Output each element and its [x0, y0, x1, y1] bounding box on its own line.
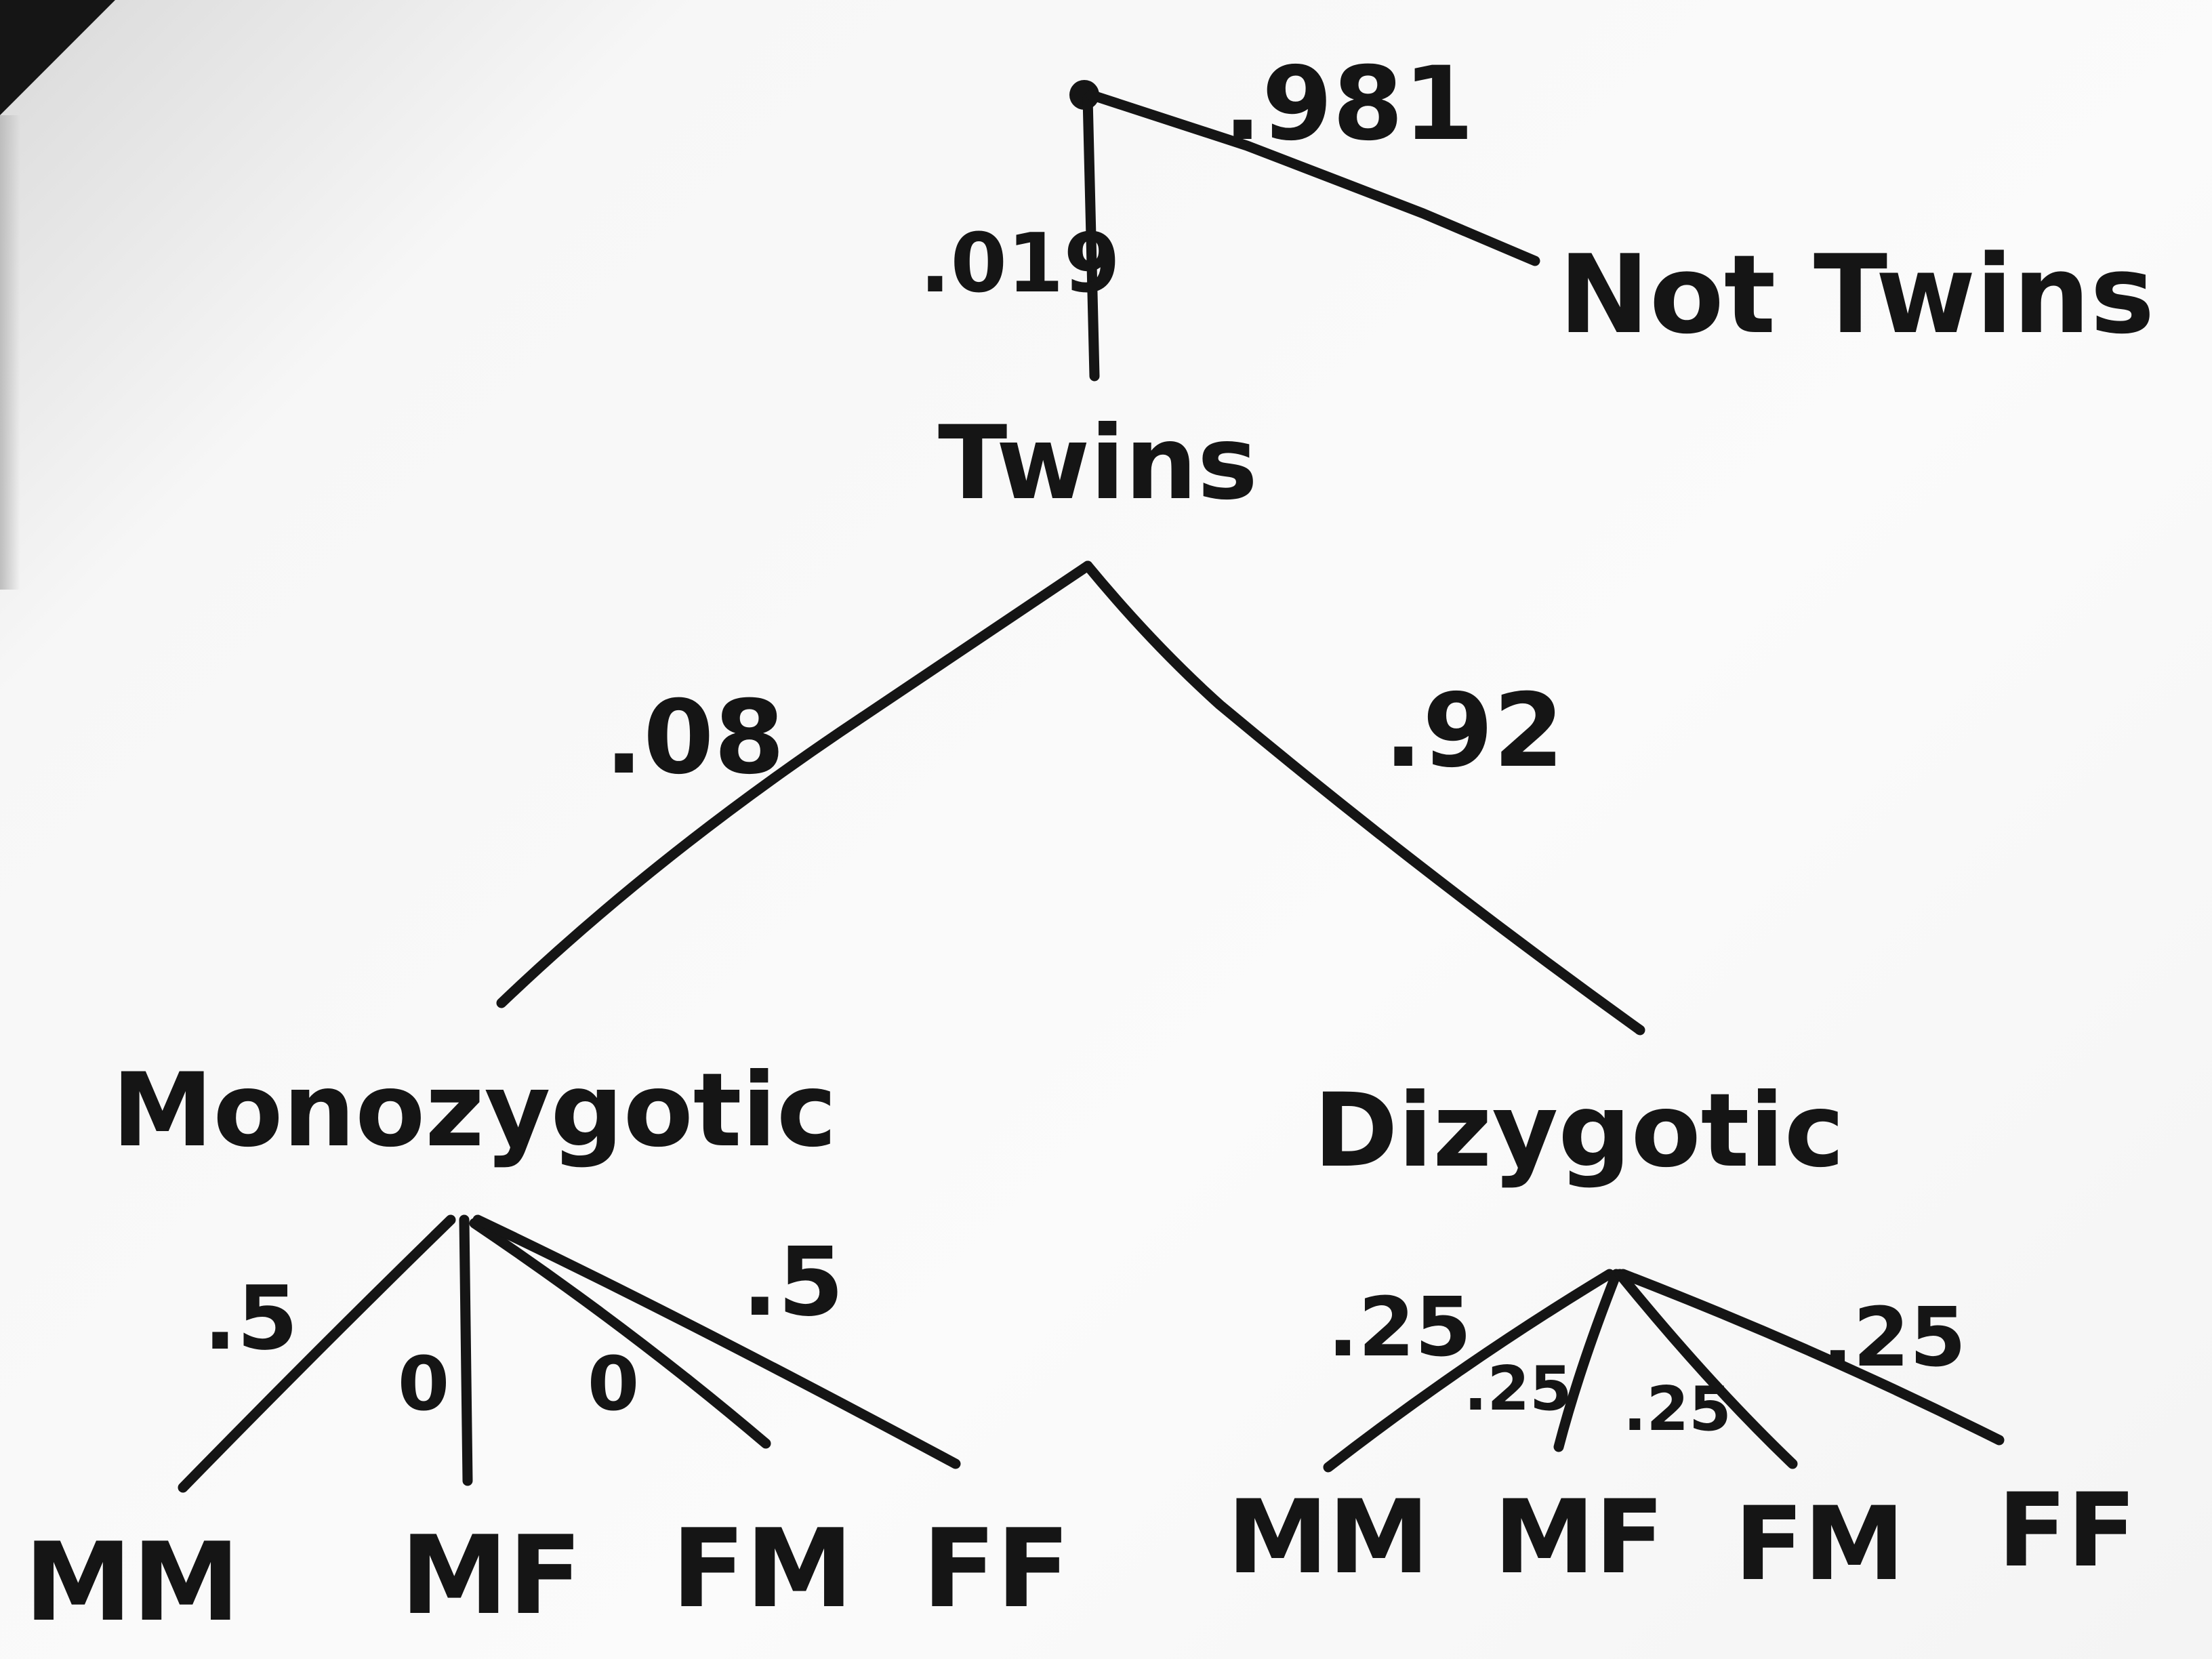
node-label-dizygotic: Dizygotic: [1313, 1072, 1844, 1190]
edge-di-mf: [1553, 1269, 1622, 1452]
edge-di-fm: [1614, 1269, 1798, 1469]
edge-mono-mm: [178, 1214, 456, 1493]
prob-mono-mm: .5: [203, 1267, 298, 1370]
leaf-di-fm: FM: [1734, 1486, 1905, 1603]
leaf-mono-mm: MM: [24, 1519, 240, 1645]
node-label-monozygotic: Monozygotic: [112, 1052, 837, 1170]
node-label-twins: Twins: [938, 405, 1258, 523]
photo-corner-shadow: [0, 0, 115, 115]
edge-root-twins: [1082, 93, 1100, 382]
leaf-mono-mf: MF: [401, 1512, 583, 1639]
prob-di-fm: .25: [1623, 1374, 1731, 1445]
leaf-mono-ff: FF: [922, 1505, 1071, 1632]
prob-mono-ff: .5: [742, 1227, 844, 1338]
edge-di-mm: [1323, 1269, 1615, 1473]
prob-di-mm: .25: [1328, 1281, 1472, 1375]
edge-root-not-twins: [1086, 89, 1540, 266]
prob-mono-fm: 0: [588, 1340, 640, 1427]
node-label-not-twins: Not Twins: [1559, 231, 2154, 358]
prob-di-ff: .25: [1822, 1291, 1967, 1385]
edge-mono-mf: [459, 1214, 473, 1486]
edge-di-ff: [1618, 1269, 2005, 1446]
paper-edge: [0, 115, 20, 590]
prob-di-mf: .25: [1464, 1353, 1572, 1425]
leaf-di-mf: MF: [1494, 1479, 1664, 1597]
edge-mono-fm: [469, 1218, 771, 1449]
edge-twins-dizygotic: [1082, 560, 1645, 1036]
prob-twins-dizygotic: .92: [1384, 672, 1564, 790]
leaf-mono-fm: FM: [672, 1505, 854, 1632]
prob-mono-mf: 0: [398, 1340, 450, 1427]
prob-twins-monozygotic: .08: [605, 679, 785, 797]
edge-twins-monozygotic: [496, 560, 1093, 1008]
leaf-di-mm: MM: [1227, 1479, 1430, 1597]
prob-root-twins: .019: [920, 217, 1120, 311]
edge-mono-ff: [472, 1214, 961, 1469]
prob-root-not-twins: .981: [1223, 45, 1474, 163]
leaf-di-ff: FF: [1998, 1472, 2137, 1590]
